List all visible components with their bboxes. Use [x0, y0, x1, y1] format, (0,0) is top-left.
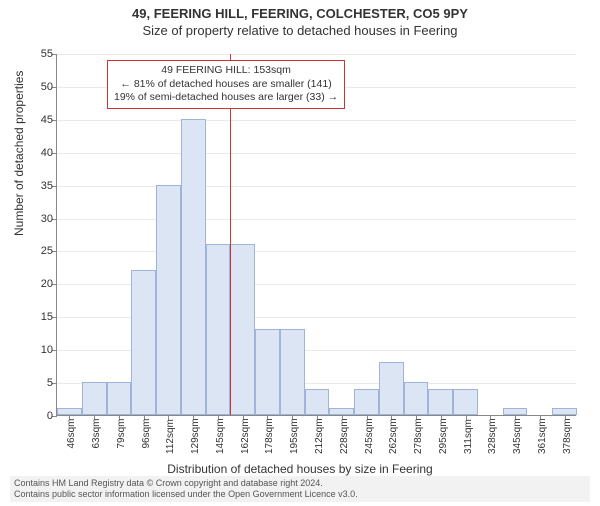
footer-line-1: Contains HM Land Registry data © Crown c… [14, 478, 586, 489]
gridline [57, 120, 576, 121]
histogram-bar [280, 329, 305, 415]
plot-area: 051015202530354045505546sqm63sqm79sqm96s… [56, 54, 576, 416]
callout-line: 49 FEERING HILL: 153sqm [114, 64, 338, 78]
histogram-bar [329, 408, 354, 415]
gridline [57, 186, 576, 187]
x-tick-label: 378sqm [562, 418, 573, 454]
x-tick-label: 195sqm [289, 418, 300, 454]
x-tick-label: 129sqm [190, 418, 201, 454]
footer-line-2: Contains public sector information licen… [14, 489, 586, 500]
x-tick-label: 328sqm [487, 418, 498, 454]
chart-area: 051015202530354045505546sqm63sqm79sqm96s… [56, 54, 576, 416]
x-tick-label: 345sqm [512, 418, 523, 454]
y-axis-label: Number of detached properties [12, 71, 26, 236]
footer-note: Contains HM Land Registry data © Crown c… [10, 476, 590, 502]
y-tick-label: 25 [41, 245, 53, 257]
histogram-bar [379, 362, 404, 415]
histogram-bar [404, 382, 429, 415]
y-tick-label: 0 [47, 410, 53, 422]
page-subtitle: Size of property relative to detached ho… [0, 23, 600, 38]
y-tick-label: 55 [41, 48, 53, 60]
x-tick-label: 262sqm [388, 418, 399, 454]
y-tick-label: 45 [41, 114, 53, 126]
callout-line: ← 81% of detached houses are smaller (14… [114, 78, 338, 92]
x-tick-label: 361sqm [537, 418, 548, 454]
y-tick-label: 20 [41, 278, 53, 290]
x-tick-label: 278sqm [413, 418, 424, 454]
histogram-bar [354, 389, 379, 415]
histogram-bar [552, 408, 577, 415]
x-tick-label: 162sqm [240, 418, 251, 454]
gridline [57, 153, 576, 154]
y-tick-label: 5 [47, 377, 53, 389]
x-tick-label: 145sqm [215, 418, 226, 454]
histogram-bar [206, 244, 231, 415]
x-tick-label: 112sqm [165, 419, 176, 454]
x-tick-label: 212sqm [314, 418, 325, 454]
gridline [57, 54, 576, 55]
y-tick-label: 40 [41, 147, 53, 159]
page-title: 49, FEERING HILL, FEERING, COLCHESTER, C… [0, 6, 600, 21]
y-tick-label: 35 [41, 180, 53, 192]
y-tick-label: 50 [41, 81, 53, 93]
x-tick-label: 96sqm [141, 418, 152, 448]
histogram-bar [181, 119, 206, 415]
x-tick-label: 245sqm [364, 418, 375, 454]
gridline [57, 219, 576, 220]
histogram-bar [305, 389, 330, 415]
histogram-bar [131, 270, 156, 415]
x-tick-label: 178sqm [264, 418, 275, 454]
histogram-bar [107, 382, 132, 415]
x-tick-label: 79sqm [116, 418, 127, 448]
x-tick-label: 63sqm [91, 418, 102, 448]
histogram-bar [255, 329, 280, 415]
histogram-bar [503, 408, 528, 415]
histogram-bar [230, 244, 255, 415]
y-tick-label: 15 [41, 311, 53, 323]
x-tick-label: 295sqm [438, 418, 449, 454]
callout-line: 19% of semi-detached houses are larger (… [114, 91, 338, 105]
histogram-bar [57, 408, 82, 415]
y-tick-label: 10 [41, 344, 53, 356]
callout-box: 49 FEERING HILL: 153sqm← 81% of detached… [107, 60, 345, 109]
gridline [57, 251, 576, 252]
histogram-bar [428, 389, 453, 415]
x-tick-label: 311sqm [463, 419, 474, 454]
histogram-bar [453, 389, 478, 415]
histogram-bar [82, 382, 107, 415]
histogram-bar [156, 185, 181, 415]
x-tick-label: 46sqm [66, 418, 77, 448]
x-tick-label: 228sqm [339, 418, 350, 454]
x-axis-label: Distribution of detached houses by size … [0, 462, 600, 476]
y-tick-label: 30 [41, 213, 53, 225]
